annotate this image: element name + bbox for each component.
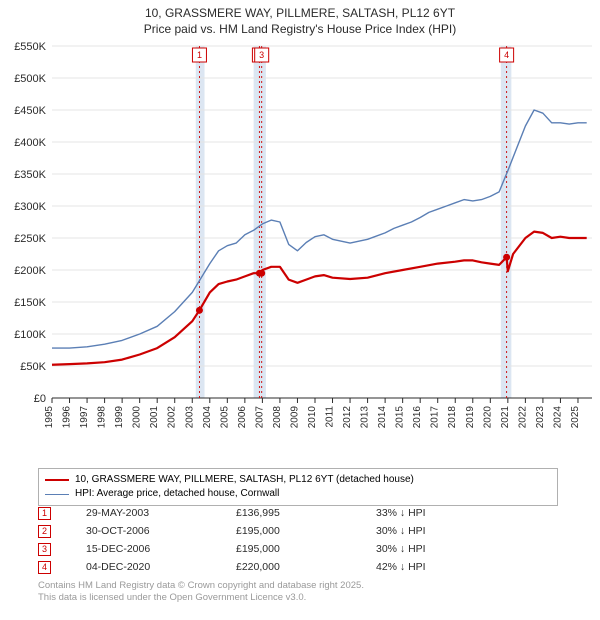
sale-marker-icon: 1 xyxy=(38,507,51,520)
legend: 10, GRASSMERE WAY, PILLMERE, SALTASH, PL… xyxy=(38,468,558,506)
sale-price: £195,000 xyxy=(236,525,376,537)
svg-text:2009: 2009 xyxy=(289,406,300,429)
table-row: 3 15-DEC-2006£195,00030% ↓ HPI xyxy=(38,540,558,558)
svg-text:1: 1 xyxy=(197,50,202,60)
svg-text:2005: 2005 xyxy=(219,406,230,429)
svg-text:£150K: £150K xyxy=(14,297,46,309)
table-row: 4 04-DEC-2020£220,00042% ↓ HPI xyxy=(38,558,558,576)
sale-marker-icon: 3 xyxy=(38,543,51,556)
table-row: 2 30-OCT-2006£195,00030% ↓ HPI xyxy=(38,522,558,540)
legend-label-hpi: HPI: Average price, detached house, Corn… xyxy=(75,487,279,501)
svg-text:2025: 2025 xyxy=(570,406,581,429)
svg-text:2003: 2003 xyxy=(184,406,195,429)
svg-text:2006: 2006 xyxy=(237,406,248,429)
svg-text:£350K: £350K xyxy=(14,169,46,181)
svg-text:2002: 2002 xyxy=(167,406,178,429)
sale-diff: 33% ↓ HPI xyxy=(376,507,558,519)
sale-date: 29-MAY-2003 xyxy=(86,507,236,519)
svg-text:2013: 2013 xyxy=(360,406,371,429)
svg-text:£500K: £500K xyxy=(14,73,46,85)
sale-marker-icon: 2 xyxy=(38,525,51,538)
svg-text:2019: 2019 xyxy=(465,406,476,429)
sale-marker-icon: 4 xyxy=(38,561,51,574)
svg-text:2024: 2024 xyxy=(552,406,563,429)
chart-title-2: Price paid vs. HM Land Registry's House … xyxy=(0,22,600,36)
chart-title-1: 10, GRASSMERE WAY, PILLMERE, SALTASH, PL… xyxy=(0,6,600,20)
svg-text:2016: 2016 xyxy=(412,406,423,429)
svg-text:2018: 2018 xyxy=(447,406,458,429)
svg-text:£550K: £550K xyxy=(14,41,46,53)
legend-label-property: 10, GRASSMERE WAY, PILLMERE, SALTASH, PL… xyxy=(75,473,414,487)
footer-attribution: Contains HM Land Registry data © Crown c… xyxy=(38,580,558,604)
svg-text:2010: 2010 xyxy=(307,406,318,429)
sale-date: 04-DEC-2020 xyxy=(86,561,236,573)
svg-text:2022: 2022 xyxy=(517,406,528,429)
sale-date: 15-DEC-2006 xyxy=(86,543,236,555)
svg-text:2004: 2004 xyxy=(202,406,213,429)
svg-text:4: 4 xyxy=(504,50,509,60)
svg-text:£400K: £400K xyxy=(14,137,46,149)
sale-price: £136,995 xyxy=(236,507,376,519)
sale-diff: 30% ↓ HPI xyxy=(376,525,558,537)
svg-text:2012: 2012 xyxy=(342,406,353,429)
svg-text:2023: 2023 xyxy=(535,406,546,429)
chart-area: £0 £50K £100K £150K £200K £250K £300K £350K £400… xyxy=(0,40,600,460)
footer-line-2: This data is licensed under the Open Gov… xyxy=(38,592,558,604)
sales-table: 1 29-MAY-2003£136,99533% ↓ HPI 2 30-OCT-200… xyxy=(38,504,558,576)
svg-text:£200K: £200K xyxy=(14,265,46,277)
svg-text:1995: 1995 xyxy=(44,406,55,429)
svg-text:£450K: £450K xyxy=(14,105,46,117)
svg-text:£100K: £100K xyxy=(14,329,46,341)
svg-text:2020: 2020 xyxy=(482,406,493,429)
sale-price: £220,000 xyxy=(236,561,376,573)
legend-swatch-hpi xyxy=(45,494,69,495)
svg-text:1997: 1997 xyxy=(79,406,90,429)
svg-text:2001: 2001 xyxy=(149,406,160,429)
svg-text:3: 3 xyxy=(259,50,264,60)
svg-text:1998: 1998 xyxy=(97,406,108,429)
footer-line-1: Contains HM Land Registry data © Crown c… xyxy=(38,580,558,592)
svg-text:£0: £0 xyxy=(34,393,46,405)
svg-text:1996: 1996 xyxy=(62,406,73,429)
svg-text:2000: 2000 xyxy=(132,406,143,429)
legend-swatch-property xyxy=(45,479,69,481)
svg-text:1999: 1999 xyxy=(114,406,125,429)
sale-date: 30-OCT-2006 xyxy=(86,525,236,537)
svg-text:£300K: £300K xyxy=(14,201,46,213)
svg-text:2014: 2014 xyxy=(377,406,388,429)
svg-text:£250K: £250K xyxy=(14,233,46,245)
svg-text:2021: 2021 xyxy=(500,406,511,429)
sale-diff: 42% ↓ HPI xyxy=(376,561,558,573)
svg-text:£50K: £50K xyxy=(20,361,46,373)
sale-diff: 30% ↓ HPI xyxy=(376,543,558,555)
table-row: 1 29-MAY-2003£136,99533% ↓ HPI xyxy=(38,504,558,522)
svg-text:2017: 2017 xyxy=(430,406,441,429)
svg-text:2015: 2015 xyxy=(395,406,406,429)
svg-text:2007: 2007 xyxy=(254,406,265,429)
sale-price: £195,000 xyxy=(236,543,376,555)
svg-text:2011: 2011 xyxy=(325,406,336,428)
svg-text:2008: 2008 xyxy=(272,406,283,429)
